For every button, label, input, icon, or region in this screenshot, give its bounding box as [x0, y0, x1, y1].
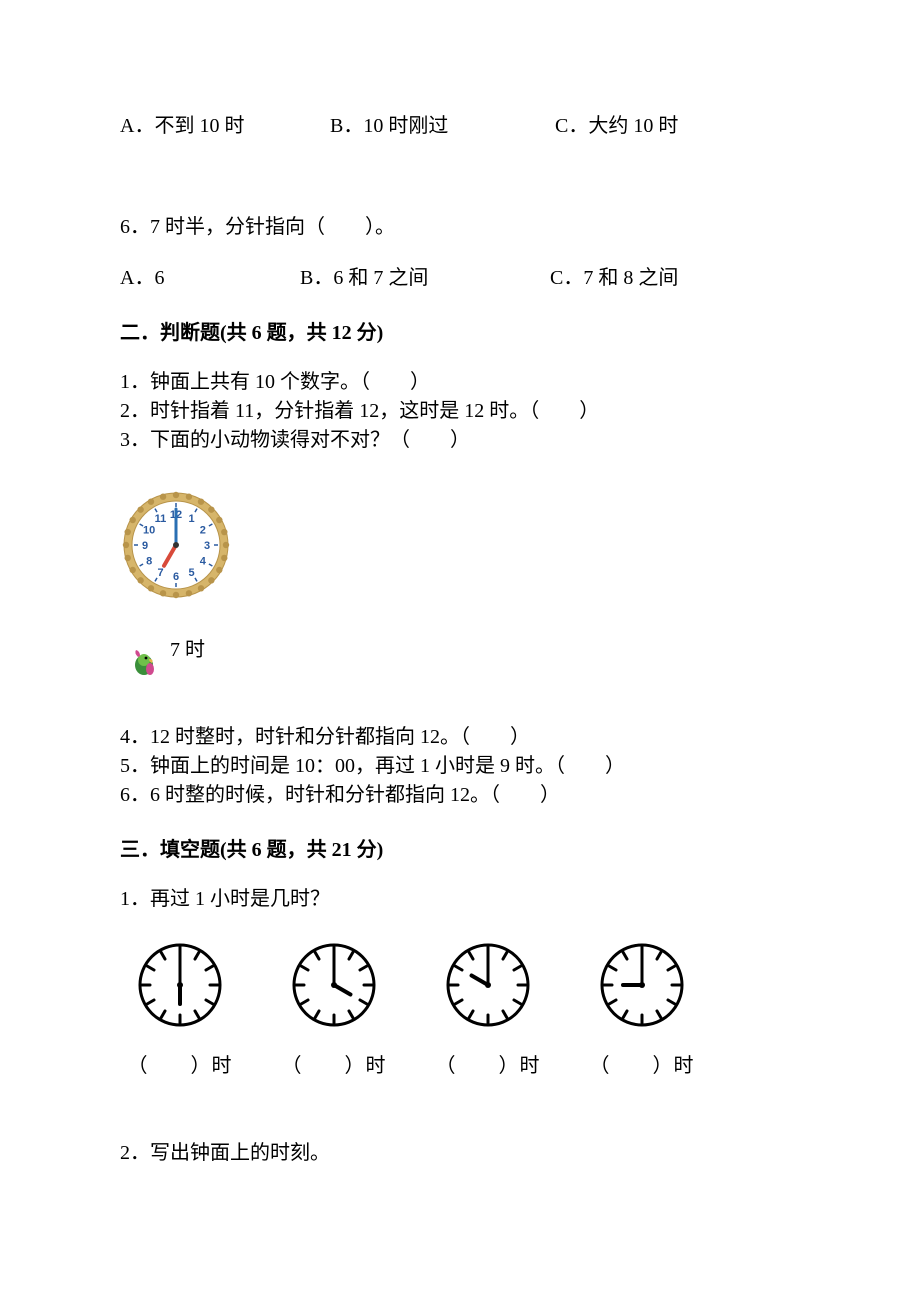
section2-heading: 二．判断题(共 6 题，共 12 分): [120, 319, 800, 348]
q6-option-a: A．6: [120, 264, 300, 293]
section3-heading: 三．填空题(共 6 题，共 21 分): [120, 836, 800, 865]
s3-q1-blank-label: （ ）时: [590, 1052, 695, 1081]
svg-text:10: 10: [143, 525, 155, 537]
clock-icon: [445, 942, 531, 1028]
svg-text:11: 11: [155, 513, 167, 525]
s2-animal-label: 7 时: [170, 636, 205, 665]
s2-item-3: 3．下面的小动物读得对不对？（ ）: [120, 426, 800, 455]
svg-text:2: 2: [200, 525, 206, 537]
clock-icon: [291, 942, 377, 1028]
svg-text:6: 6: [173, 571, 179, 583]
s3-q1-blank-label: （ ）时: [282, 1052, 387, 1081]
svg-text:8: 8: [146, 556, 152, 568]
q6-options-row: A．6 B．6 和 7 之间 C．7 和 8 之间: [120, 264, 800, 293]
s2-item-2: 2．时针指着 11，分针指着 12，这时是 12 时。（ ）: [120, 397, 800, 426]
s2-clock-7oclock: 123456789101112: [120, 489, 232, 601]
clock-icon: [599, 942, 685, 1028]
svg-text:5: 5: [188, 567, 194, 579]
svg-text:1: 1: [188, 513, 194, 525]
q5-option-b: B．10 时刚过: [330, 112, 555, 141]
s3-q1-blank-label: （ ）时: [128, 1052, 233, 1081]
q5-option-a: A．不到 10 时: [120, 112, 330, 141]
s2-item-6: 6．6 时整的时候，时针和分针都指向 12。（ ）: [120, 781, 800, 810]
svg-text:9: 9: [142, 540, 148, 552]
s3-q1-clock-3: （ ）时: [428, 942, 548, 1081]
q5-option-c: C．大约 10 时: [555, 112, 678, 141]
svg-text:3: 3: [204, 540, 210, 552]
s3-q1-clocks-row: （ ）时 （ ）时 （ ）时 （ ）时: [120, 942, 800, 1081]
q5-options-row: A．不到 10 时 B．10 时刚过 C．大约 10 时: [120, 112, 800, 141]
s3-q1-blank-label: （ ）时: [436, 1052, 541, 1081]
svg-text:7: 7: [157, 567, 163, 579]
parrot-icon: [130, 647, 160, 677]
s3-q1-stem: 1．再过 1 小时是几时？: [120, 885, 800, 914]
s3-q1-clock-4: （ ）时: [582, 942, 702, 1081]
q6-option-c: C．7 和 8 之间: [550, 264, 678, 293]
s2-item-5: 5．钟面上的时间是 10：00，再过 1 小时是 9 时。（ ）: [120, 752, 800, 781]
svg-text:4: 4: [200, 556, 207, 568]
s2-item-1: 1．钟面上共有 10 个数字。（ ）: [120, 368, 800, 397]
s3-q1-clock-1: （ ）时: [120, 942, 240, 1081]
s2-item-4: 4．12 时整时，时针和分针都指向 12。（ ）: [120, 723, 800, 752]
s2-animal-row: 7 时: [130, 647, 800, 677]
q6-option-b: B．6 和 7 之间: [300, 264, 550, 293]
s3-q2-stem: 2．写出钟面上的时刻。: [120, 1139, 800, 1168]
clock-icon: [137, 942, 223, 1028]
q6-stem: 6．7 时半，分针指向（ ）。: [120, 213, 800, 242]
s3-q1-clock-2: （ ）时: [274, 942, 394, 1081]
